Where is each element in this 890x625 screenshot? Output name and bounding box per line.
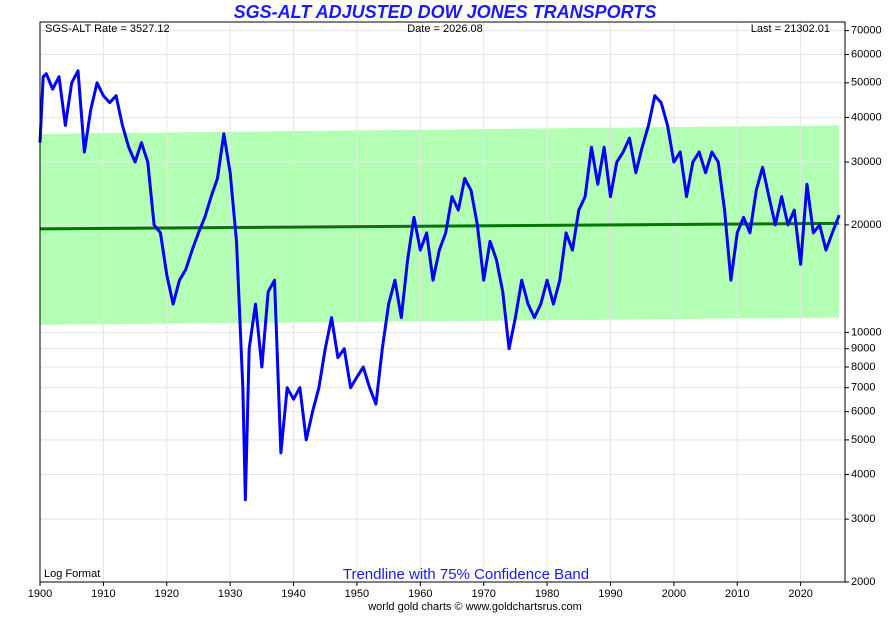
corner-note: Log Format (44, 568, 100, 580)
x-tick-label: 2020 (788, 588, 812, 600)
x-tick-label: 1990 (598, 588, 622, 600)
x-tick-label: 1940 (281, 588, 305, 600)
y-tick-label: 4000 (851, 468, 875, 480)
x-tick-label: 1970 (471, 588, 495, 600)
x-tick-label: 1910 (91, 588, 115, 600)
x-tick-label: 2010 (725, 588, 749, 600)
header-center: Date = 2026.08 (407, 23, 483, 35)
y-tick-label: 70000 (851, 25, 882, 37)
chart-title: SGS-ALT ADJUSTED DOW JONES TRANSPORTS (234, 2, 657, 22)
x-tick-label: 1900 (28, 588, 52, 600)
header-right: Last = 21302.01 (751, 23, 830, 35)
x-tick-label: 1920 (155, 588, 179, 600)
y-tick-label: 9000 (851, 343, 875, 355)
plot-frame (39, 21, 846, 583)
y-tick-label: 3000 (851, 513, 875, 525)
x-tick-label: 1950 (345, 588, 369, 600)
y-tick-label: 30000 (851, 156, 882, 168)
y-tick-label: 40000 (851, 111, 882, 123)
footer: world gold charts © www.goldchartsrus.co… (367, 601, 582, 613)
y-tick-label: 50000 (851, 77, 882, 89)
header-left: SGS-ALT Rate = 3527.12 (45, 23, 170, 35)
x-tick-label: 1980 (535, 588, 559, 600)
x-tick-label: 1930 (218, 588, 242, 600)
price-line (38, 69, 841, 502)
x-tick-label: 1960 (408, 588, 432, 600)
y-tick-label: 2000 (851, 576, 875, 588)
y-tick-label: 7000 (851, 382, 875, 394)
y-tick-label: 10000 (851, 326, 882, 338)
y-tick-label: 5000 (851, 434, 875, 446)
y-tick-label: 8000 (851, 361, 875, 373)
annotation: Trendline with 75% Confidence Band (343, 566, 589, 583)
y-tick-label: 60000 (851, 48, 882, 60)
y-tick-label: 6000 (851, 406, 875, 418)
trendline (39, 221, 840, 231)
x-tick-label: 2000 (662, 588, 686, 600)
y-tick-label: 20000 (851, 219, 882, 231)
